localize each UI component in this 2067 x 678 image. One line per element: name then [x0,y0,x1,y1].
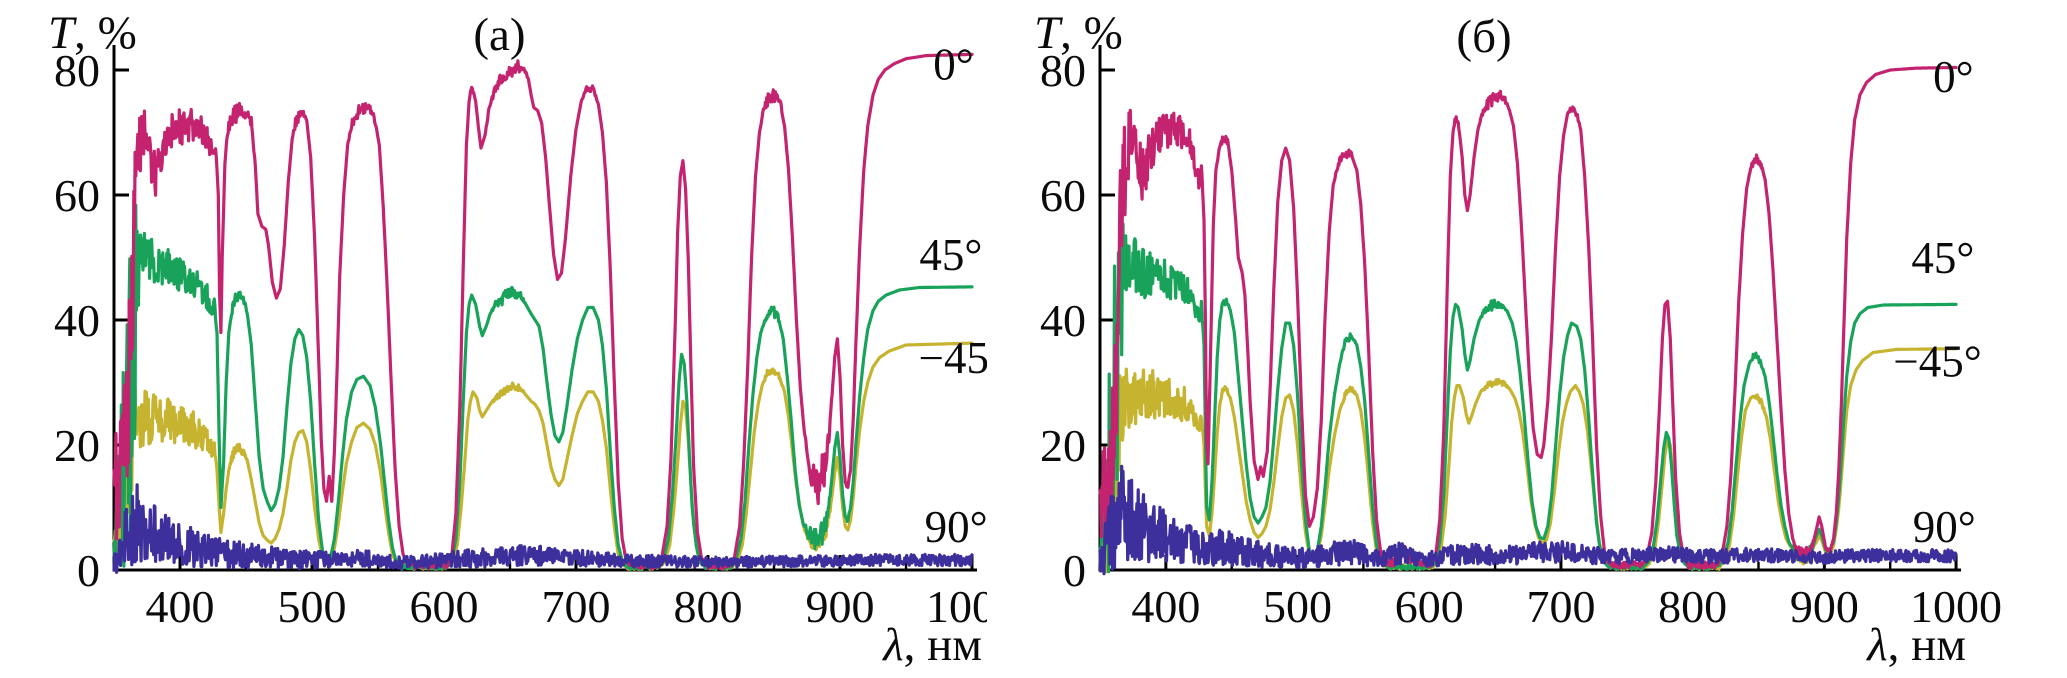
curve-label-m45deg: −45° [919,333,987,383]
x-tick-label: 1000 [926,581,987,632]
x-axis-title: λ, нм [881,619,982,671]
x-tick-label: 900 [1790,581,1859,632]
curve-label-45deg: 45° [1911,233,1974,283]
y-tick-label: 80 [1040,45,1086,96]
curve-label-90deg: 90° [1913,502,1976,552]
curve-90deg [1098,464,1958,576]
curve-0deg [1098,65,1958,570]
x-tick-label: 600 [410,581,479,632]
curve-label-45deg: 45° [919,230,982,280]
curve-label-0deg: 0° [933,39,974,89]
x-tick-label: 900 [806,581,875,632]
y-tick-label: 0 [77,545,100,596]
x-tick-label: 1000 [1910,581,2002,632]
curve-90deg [112,483,974,574]
y-axis-title: T, % [48,7,137,59]
x-tick-label: 700 [1526,581,1595,632]
curve-label-0deg: 0° [1933,52,1974,102]
y-tick-label: 20 [1040,420,1086,471]
panel-label: (a) [473,9,525,61]
x-tick-label: 500 [1263,581,1332,632]
x-tick-label: 600 [1395,581,1464,632]
panel-label: (б) [1456,11,1511,63]
axes [112,45,977,572]
y-tick-label: 60 [1040,170,1086,221]
curve-0deg [112,52,974,571]
x-axis-title: λ, нм [1865,619,1966,671]
y-tick-label: 20 [54,420,100,471]
x-tick-label: 800 [674,581,743,632]
y-tick-label: 0 [1063,545,1086,596]
curve-45deg [112,203,974,571]
x-tick-label: 400 [1131,581,1200,632]
y-tick-label: 80 [54,45,100,96]
y-axis-title: T, % [1034,7,1123,59]
x-tick-label: 500 [278,581,347,632]
y-tick-label: 40 [1040,295,1086,346]
curve-label-m45deg: −45° [1893,336,1981,386]
curve-label-90deg: 90° [925,502,987,552]
x-tick-label: 800 [1658,581,1727,632]
x-tick-label: 700 [542,581,611,632]
panel-b-chart: 0 20 40 60 80 400 500 600 700 800 900 1000 0° 45° −45°… [1034,7,2002,671]
x-tick-label: 400 [146,581,215,632]
panel-a-chart: 0 20 40 60 80 400 500 600 700 800 900 1000 0° 45° −45°… [48,7,987,671]
y-tick-label: 60 [54,170,100,221]
y-tick-label: 40 [54,295,100,346]
